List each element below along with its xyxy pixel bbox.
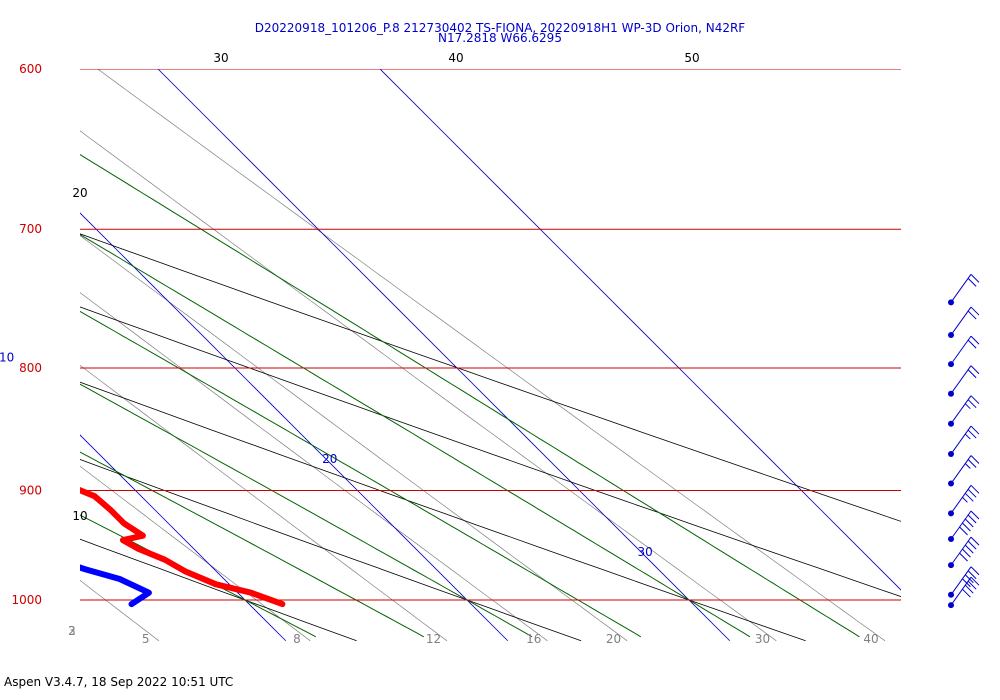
mixing-ratio-label: 3: [68, 624, 76, 638]
moist-adiabat-line: [80, 383, 533, 638]
chart-grid: [0, 0, 901, 642]
chart-title: D20220918_101206_P.8 212730402 TS-FIONA,…: [254, 21, 746, 35]
wind-barb: [948, 425, 980, 458]
isotherm-line: [80, 434, 287, 642]
chart-subtitle: N17.2818 W66.6295: [438, 31, 562, 45]
isobar-label: 700: [19, 222, 42, 236]
temperature-profile-line: [80, 486, 286, 608]
isotherm-line: [379, 69, 901, 591]
wind-barb: [948, 576, 980, 609]
dry-adiabat-label: 50: [684, 51, 699, 65]
wind-barb: [948, 395, 980, 427]
mixing-ratio-line: [80, 292, 548, 642]
isotherm-line: [0, 0, 64, 641]
mixing-ratio-label: 20: [606, 632, 621, 646]
isobar-label: 900: [19, 483, 42, 497]
dry-adiabat-line: [80, 381, 806, 642]
isotherm-label: 10: [0, 351, 14, 365]
wind-barb: [948, 510, 980, 542]
wind-barb: [948, 536, 980, 569]
dry-adiabat-label: 30: [213, 51, 228, 65]
dry-adiabat-label: 40: [448, 51, 463, 65]
isotherm-label: 30: [637, 545, 652, 559]
isotherm-label: 20: [322, 452, 337, 466]
dry-adiabat-label: 10: [72, 509, 87, 523]
dry-adiabat-line: [80, 459, 582, 642]
dewpoint-profile-line: [80, 564, 152, 608]
mixing-ratio-label: 16: [526, 632, 541, 646]
isobar-label: 800: [19, 361, 42, 375]
wind-barb: [948, 484, 980, 517]
wind-barb: [948, 566, 980, 598]
isobar-label: 1000: [11, 593, 42, 607]
wind-barbs: [948, 273, 980, 609]
dry-adiabat-line: [80, 233, 901, 522]
isobar-label: 600: [19, 62, 42, 76]
isotherm-line: [157, 69, 731, 642]
mixing-ratio-label: 5: [142, 632, 150, 646]
dry-adiabat-line: [80, 306, 901, 598]
wind-barb: [948, 273, 980, 306]
mixing-ratio-label: 40: [863, 632, 878, 646]
chart-series: [80, 486, 286, 608]
wind-barb: [948, 335, 980, 368]
isotherm-line: [80, 212, 509, 642]
moist-adiabat-line: [80, 310, 642, 638]
wind-barb: [948, 306, 980, 339]
wind-barb: [948, 455, 980, 487]
dry-adiabat-label: 20: [72, 186, 87, 200]
footer-text: Aspen V3.4.7, 18 Sep 2022 10:51 UTC: [4, 675, 234, 689]
moist-adiabat-line: [80, 451, 425, 638]
dry-adiabat-line: [80, 538, 357, 642]
moist-adiabat-line: [80, 234, 751, 638]
chart-labels: 6007008009001000-10010203010203040501015…: [0, 51, 879, 646]
moist-adiabat-line: [80, 153, 860, 638]
mixing-ratio-line: [80, 465, 311, 642]
mixing-ratio-label: 30: [755, 632, 770, 646]
wind-barb: [948, 365, 980, 397]
mixing-ratio-line: [0, 0, 3, 641]
mixing-ratio-label: 12: [426, 632, 441, 646]
mixing-ratio-label: 2: [68, 624, 76, 638]
mixing-ratio-label: 8: [293, 632, 301, 646]
